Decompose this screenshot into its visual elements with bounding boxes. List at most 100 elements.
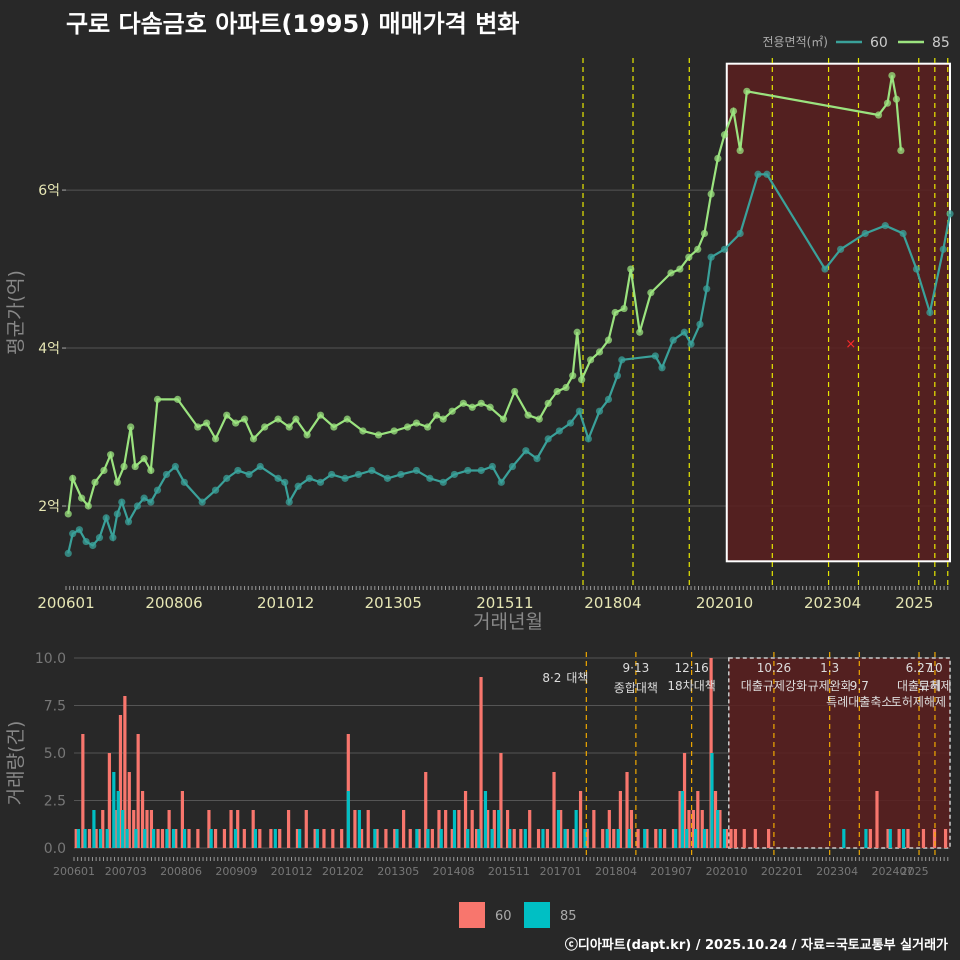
policy-note: 토허제해제 bbox=[891, 695, 946, 709]
data-point-60 bbox=[584, 435, 592, 443]
data-point-60 bbox=[861, 229, 869, 238]
bottom-x-tick-label: 201804 bbox=[595, 865, 637, 878]
data-point-85 bbox=[194, 423, 202, 431]
data-point-60 bbox=[113, 510, 121, 518]
data-point-85 bbox=[524, 411, 532, 419]
policy-date: 10.26 bbox=[757, 661, 791, 675]
bar-60 bbox=[160, 829, 165, 848]
bar-85 bbox=[233, 829, 238, 848]
bar-60 bbox=[565, 829, 569, 848]
data-point-85 bbox=[211, 435, 220, 443]
bar-60 bbox=[402, 810, 406, 848]
bar-85 bbox=[76, 829, 81, 848]
data-point-85 bbox=[647, 289, 655, 297]
bar-85 bbox=[121, 810, 125, 848]
bar-60 bbox=[492, 810, 496, 848]
data-point-85 bbox=[883, 99, 892, 107]
bar-60 bbox=[81, 734, 85, 848]
policy-name: 대출규제 bbox=[897, 679, 941, 693]
policy-name: 종합대책 bbox=[614, 680, 658, 695]
data-point-60 bbox=[575, 407, 584, 415]
bar-60 bbox=[585, 829, 589, 848]
data-point-85 bbox=[714, 154, 722, 163]
data-point-85 bbox=[147, 466, 155, 475]
data-point-60 bbox=[82, 537, 90, 546]
bar-60 bbox=[753, 829, 757, 848]
data-point-60 bbox=[926, 308, 934, 317]
policy-date: 10 bbox=[927, 661, 942, 675]
data-point-85 bbox=[611, 308, 619, 317]
data-point-85 bbox=[700, 229, 709, 238]
bar-60 bbox=[636, 829, 640, 848]
bar-60 bbox=[313, 829, 317, 848]
policy-date: 8·2 bbox=[542, 671, 561, 685]
data-point-85 bbox=[120, 462, 128, 471]
bar-85 bbox=[171, 829, 176, 848]
data-point-60 bbox=[316, 478, 325, 486]
data-point-85 bbox=[874, 111, 883, 119]
bar-85 bbox=[165, 829, 169, 848]
data-point-60 bbox=[680, 328, 688, 336]
data-point-60 bbox=[133, 502, 142, 510]
top-legend: 전용면적(㎡) 60 85 bbox=[762, 35, 949, 51]
bar-60 bbox=[578, 791, 583, 848]
bar-85 bbox=[183, 829, 187, 848]
data-point-85 bbox=[127, 423, 135, 431]
bar-85 bbox=[523, 829, 527, 848]
bar-85 bbox=[143, 829, 147, 848]
chart-title: 구로 다솜금호 아파트(1995) 매매가격 변화 bbox=[66, 10, 520, 38]
bar-60 bbox=[114, 810, 118, 848]
top-x-tick-label: 2025 bbox=[895, 594, 933, 612]
data-point-85 bbox=[892, 95, 901, 103]
top-y-tick-label: 2억 bbox=[38, 499, 60, 515]
bar-60 bbox=[167, 810, 171, 848]
data-point-60 bbox=[703, 285, 711, 293]
bar-60 bbox=[886, 829, 890, 848]
data-point-60 bbox=[497, 478, 505, 486]
bar-85 bbox=[346, 791, 350, 848]
bar-60 bbox=[767, 829, 771, 848]
bottom-x-tick-label: 200703 bbox=[105, 865, 147, 878]
bottom-panel: 0.0 2.5 5.0 7.5 10.0 8·2 대책 9·13 종합대책 12·16 18차대책 1… bbox=[5, 651, 952, 878]
data-point-85 bbox=[140, 455, 148, 463]
top-panel: 2억 4억 6억 × 200601 200806 201012 201305 201511 201… bbox=[5, 58, 954, 633]
bar-60 bbox=[682, 753, 687, 848]
data-point-85 bbox=[240, 415, 249, 423]
data-point-60 bbox=[171, 462, 179, 471]
bar-60 bbox=[601, 829, 605, 848]
bar-60 bbox=[304, 810, 308, 848]
data-point-60 bbox=[198, 498, 206, 506]
bar-60 bbox=[729, 829, 733, 848]
data-point-85 bbox=[343, 415, 351, 423]
bar-85 bbox=[253, 829, 257, 848]
data-point-60 bbox=[368, 466, 376, 475]
bar-85 bbox=[490, 829, 494, 848]
data-point-60 bbox=[234, 466, 242, 475]
data-point-60 bbox=[754, 170, 762, 178]
bar-60 bbox=[127, 772, 131, 848]
top-highlight-box bbox=[725, 62, 952, 563]
data-point-60 bbox=[109, 534, 117, 542]
data-point-85 bbox=[627, 265, 635, 273]
bar-60 bbox=[213, 829, 218, 848]
data-point-85 bbox=[544, 399, 552, 407]
legend-label-bar-85: 85 bbox=[560, 909, 577, 924]
data-point-60 bbox=[821, 265, 829, 273]
bar-60 bbox=[140, 791, 145, 848]
data-point-60 bbox=[245, 470, 253, 479]
data-point-85 bbox=[685, 253, 693, 261]
data-point-85 bbox=[743, 87, 751, 95]
data-point-85 bbox=[604, 336, 613, 344]
bar-60 bbox=[366, 810, 370, 848]
bar-60 bbox=[470, 810, 474, 848]
bar-85 bbox=[888, 829, 892, 848]
bar-60 bbox=[528, 810, 532, 848]
data-point-85 bbox=[261, 423, 269, 431]
policy-name: 대책 bbox=[566, 670, 588, 685]
bar-60 bbox=[353, 810, 357, 848]
bar-60 bbox=[101, 810, 105, 848]
bar-60 bbox=[696, 791, 700, 848]
bottom-y-tick-label: 5.0 bbox=[44, 746, 66, 762]
legend-swatch-bar-85 bbox=[524, 902, 550, 928]
data-point-85 bbox=[620, 304, 628, 313]
